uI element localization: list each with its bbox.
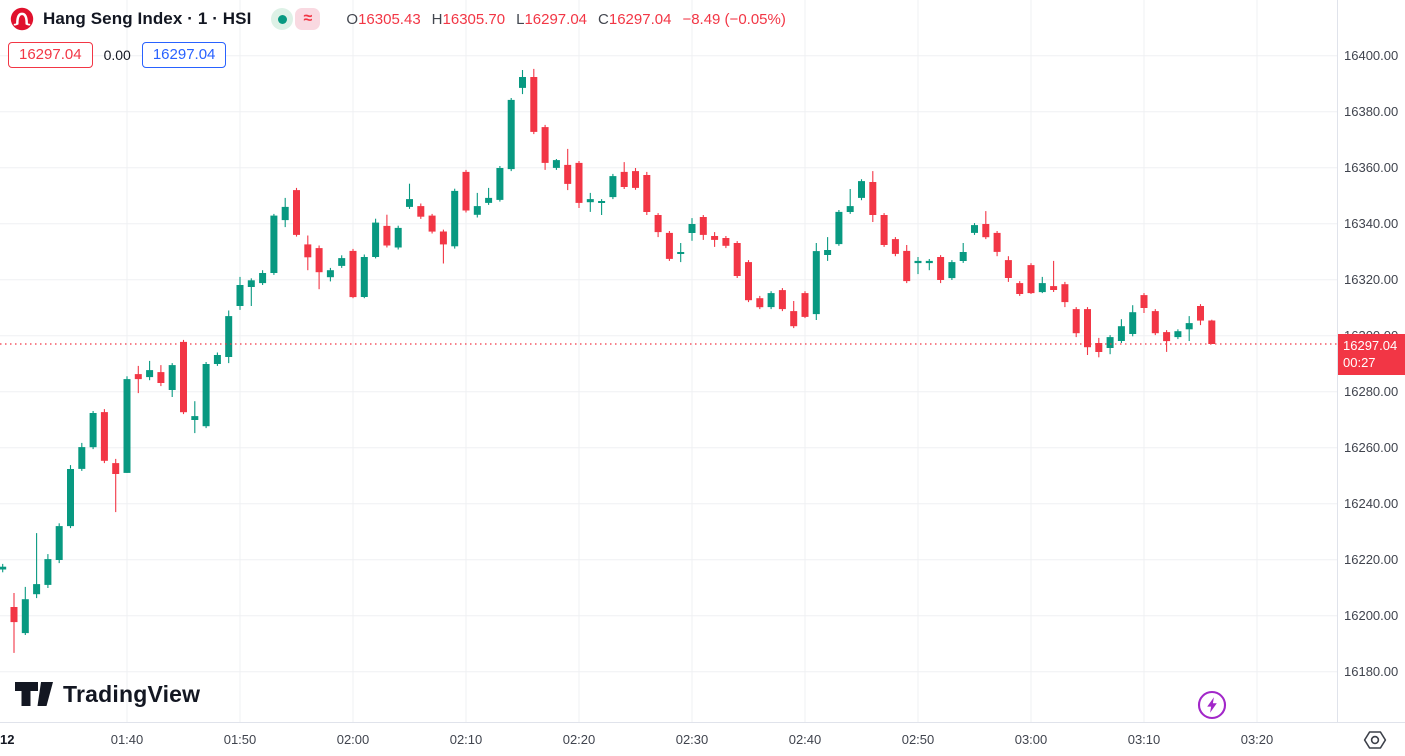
time-tick-label: 03:10: [1127, 732, 1161, 747]
time-tick-label: 02:10: [449, 732, 483, 747]
price-tick-label: 16240.00: [1344, 496, 1399, 512]
time-tick-label: 03:20: [1240, 732, 1274, 747]
price-tick-label: 16400.00: [1344, 48, 1399, 64]
time-tick-label: 01:50: [223, 732, 257, 747]
tradingview-logo-icon: [15, 682, 53, 706]
tradingview-watermark-text: TradingView: [63, 680, 201, 707]
time-tick-label: 02:20: [562, 732, 596, 747]
symbol-status-pills: ≈: [271, 8, 321, 30]
date-marker: 12: [0, 732, 15, 747]
time-tick-label: 02:40: [788, 732, 822, 747]
time-tick-label: 01:40: [110, 732, 144, 747]
price-tick-label: 16200.00: [1344, 608, 1399, 624]
ohlc-readout: O16305.43 H16305.70 L16297.04 C16297.04 …: [346, 11, 796, 28]
spread-value: 0.00: [103, 47, 131, 63]
ohlc-high: H16305.70: [431, 10, 506, 28]
price-tick-label: 16260.00: [1344, 440, 1399, 456]
price-tick-label: 16180.00: [1344, 664, 1399, 680]
lightning-icon[interactable]: [1197, 690, 1227, 720]
ohlc-change: −8.49 (−0.05%): [682, 10, 786, 28]
price-tick-label: 16320.00: [1344, 272, 1399, 288]
ohlc-low: L16297.04: [516, 10, 588, 28]
hang-seng-logo-icon: [10, 7, 34, 31]
price-tick-label: 16280.00: [1344, 384, 1399, 400]
chart-header: Hang Seng Index · 1 · HSI ≈ O16305.43 H1…: [10, 7, 797, 31]
last-price-badge: 16297.04 00:27: [1338, 333, 1405, 375]
sell-price-badge[interactable]: 16297.04: [8, 42, 93, 68]
bar-countdown: 00:27: [1343, 354, 1376, 370]
ohlc-open: O16305.43: [346, 10, 421, 28]
last-price-value: 16297.04: [1343, 337, 1398, 353]
price-tick-label: 16220.00: [1344, 552, 1399, 568]
delayed-data-icon[interactable]: ≈: [295, 8, 321, 30]
buy-price-badge[interactable]: 16297.04: [141, 42, 227, 68]
price-tick-label: 16360.00: [1344, 160, 1399, 176]
candlestick-chart-canvas[interactable]: [0, 0, 1337, 722]
time-tick-label: 02:30: [675, 732, 709, 747]
time-tick-label: 03:00: [1014, 732, 1048, 747]
price-axis[interactable]: 16297.04 00:27 16400.00 16380.00 16360.00 1…: [1337, 0, 1405, 722]
price-tick-label: 16380.00: [1344, 104, 1399, 120]
quote-row: 16297.04 0.00 16297.04: [8, 42, 227, 68]
hexagon-eye-icon[interactable]: [1363, 730, 1387, 750]
market-open-dot-icon[interactable]: [271, 8, 294, 30]
ohlc-close: C16297.04: [598, 10, 672, 28]
time-axis[interactable]: 12 01:40 01:50 02:00 02:10 02:20 02:30 02:40 02…: [0, 722, 1405, 756]
time-tick-label: 02:50: [901, 732, 935, 747]
price-tick-label: 16340.00: [1344, 216, 1399, 232]
symbol-title[interactable]: Hang Seng Index · 1 · HSI: [43, 9, 252, 28]
tradingview-watermark: TradingView: [14, 680, 200, 708]
time-tick-label: 02:00: [336, 732, 370, 747]
